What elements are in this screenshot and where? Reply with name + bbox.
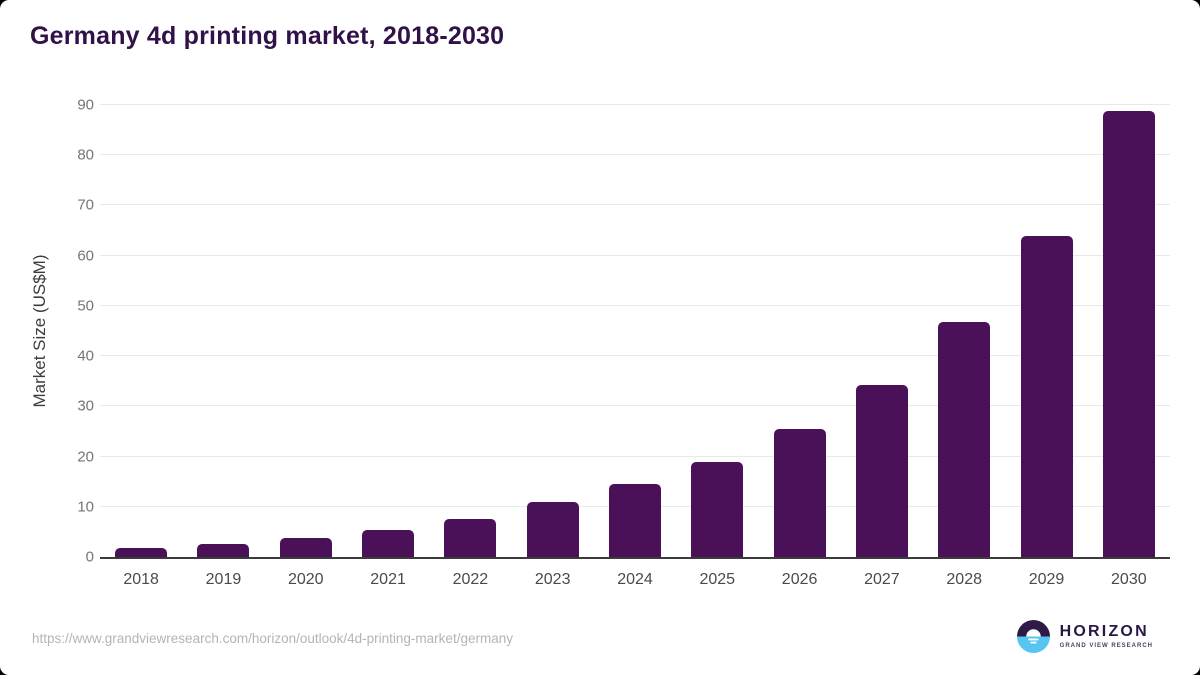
x-tick-label-2025: 2025	[699, 571, 736, 588]
bar-2024	[609, 484, 661, 557]
chart-title: Germany 4d printing market, 2018-2030	[30, 22, 505, 50]
gridline-y-60	[100, 254, 1170, 256]
x-tick-label-2030: 2030	[1111, 571, 1147, 588]
x-tick-label-2018: 2018	[123, 571, 159, 588]
x-tick-label-2029: 2029	[1028, 571, 1065, 588]
gridline-y-30	[100, 405, 1170, 407]
y-tick-label-80: 80	[77, 146, 94, 164]
bar-2018	[115, 547, 168, 557]
x-axis-line	[100, 557, 1170, 559]
bar-2030	[1102, 110, 1155, 557]
gridline-y-40	[100, 355, 1170, 357]
gridline-y-80	[100, 154, 1170, 156]
y-tick-label-70: 70	[77, 196, 94, 214]
y-tick-label-0: 0	[85, 548, 94, 566]
x-tick-label-2028: 2028	[946, 571, 982, 588]
bar-2022	[444, 519, 497, 557]
plot-area	[100, 104, 1170, 559]
bar-2028	[938, 321, 991, 557]
source-url: https://www.grandviewresearch.com/horizo…	[32, 631, 513, 646]
bar-2021	[362, 530, 415, 557]
gridline-y-20	[100, 455, 1170, 457]
x-tick-label-2021: 2021	[370, 571, 406, 588]
bar-2029	[1020, 235, 1073, 557]
y-axis-title: Market Size (US$M)	[30, 254, 49, 408]
y-tick-label-20: 20	[77, 448, 94, 466]
y-tick-label-30: 30	[77, 397, 94, 415]
bar-2023	[526, 502, 579, 557]
horizon-logo-icon	[1016, 620, 1050, 653]
x-tick-label-2024: 2024	[617, 571, 653, 588]
y-tick-label-10: 10	[77, 498, 94, 516]
bar-2026	[773, 429, 826, 557]
x-tick-label-2022: 2022	[452, 571, 489, 588]
x-tick-label-2027: 2027	[864, 571, 900, 588]
bar-2025	[691, 461, 744, 557]
x-tick-label-2026: 2026	[781, 571, 818, 588]
bar-2019	[197, 544, 250, 557]
gridline-y-50	[100, 304, 1170, 306]
y-tick-label-60: 60	[77, 247, 94, 265]
y-tick-label-50: 50	[77, 297, 94, 315]
gridline-y-90	[100, 104, 1170, 105]
horizon-logo-name: HORIZON	[1059, 623, 1149, 640]
x-tick-label-2023: 2023	[534, 571, 571, 588]
horizon-logo-text: HORIZON GRAND VIEW RESEARCH	[1059, 623, 1153, 650]
gridline-y-70	[100, 204, 1170, 206]
bar-2027	[855, 385, 908, 557]
y-tick-label-90: 90	[77, 96, 94, 114]
x-tick-label-2020: 2020	[287, 571, 324, 588]
horizon-logo: HORIZON GRAND VIEW RESEARCH	[1016, 620, 1153, 653]
bar-2020	[279, 538, 332, 557]
x-tick-label-2019: 2019	[205, 571, 242, 588]
horizon-logo-subtitle: GRAND VIEW RESEARCH	[1059, 643, 1153, 649]
y-tick-label-40: 40	[77, 347, 94, 365]
